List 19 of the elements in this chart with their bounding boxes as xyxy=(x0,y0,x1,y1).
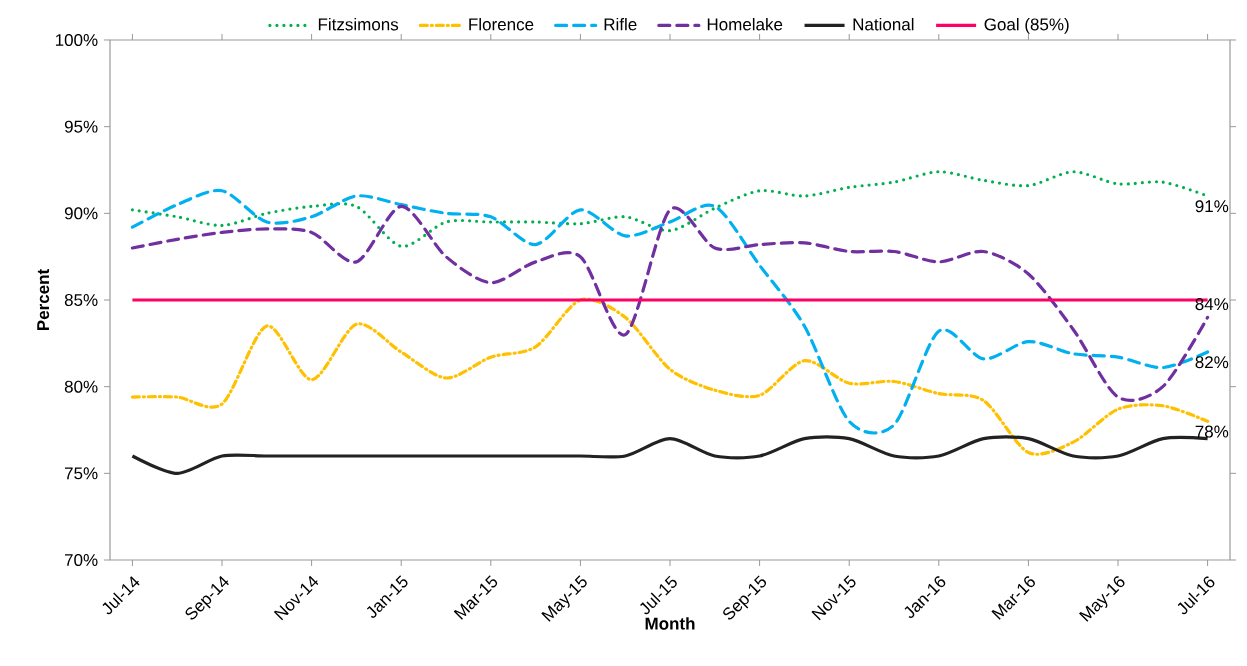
data-label: 84% xyxy=(1195,298,1229,311)
legend-label: National xyxy=(853,17,914,31)
y-tick-label: 100% xyxy=(55,33,98,47)
y-tick-label: 80% xyxy=(64,380,98,393)
y-tick-label: 85% xyxy=(64,293,98,307)
y-tick-label: 75% xyxy=(64,467,98,480)
y-tick-label: 70% xyxy=(64,553,98,567)
data-label: 91% xyxy=(1195,200,1229,213)
y-tick-label: 95% xyxy=(64,120,98,133)
legend-label: Rifle xyxy=(604,17,637,31)
data-label: 78% xyxy=(1195,425,1229,438)
legend-label: Fitzsimons xyxy=(318,17,399,31)
y-tick-label: 90% xyxy=(64,207,98,220)
legend-label: Goal (85%) xyxy=(984,17,1069,34)
y-axis-title: Percent xyxy=(37,269,50,331)
data-label: 82% xyxy=(1195,356,1229,369)
legend-label: Florence xyxy=(469,17,534,31)
x-axis-title: Month xyxy=(645,617,695,630)
legend-label: Homelake xyxy=(707,17,783,31)
